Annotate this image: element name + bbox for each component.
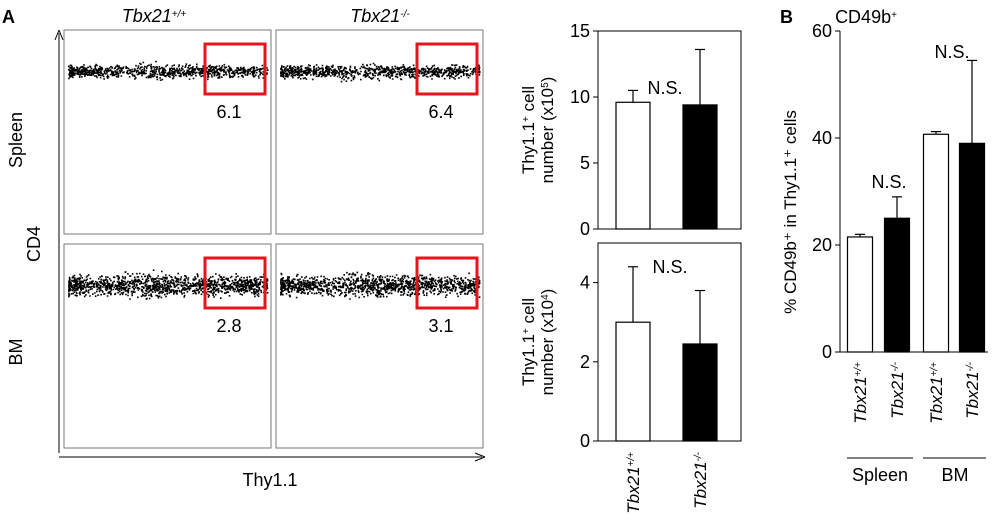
bar bbox=[958, 142, 986, 353]
bar-chart-1: 4 2 0 N.S. Thy1.1+ cell number (x104) Tbx21+/+… bbox=[519, 242, 742, 514]
flow-plot-frame bbox=[275, 243, 484, 449]
flow-plot-0-0: 6.1 bbox=[63, 29, 272, 235]
gate-value: 2.8 bbox=[216, 316, 241, 336]
panel-label-a: A bbox=[2, 7, 15, 27]
x-category-label: Tbx21-/- bbox=[691, 451, 710, 508]
y-axis-label-line: Thy1.1+ cell bbox=[519, 86, 538, 174]
ns-annotation: N.S. bbox=[934, 42, 969, 62]
flow-col-title-1: Tbx21-/- bbox=[350, 6, 410, 26]
x-category-label: Tbx21-/- bbox=[963, 361, 982, 418]
bar bbox=[883, 217, 911, 353]
gate-value: 6.4 bbox=[428, 102, 453, 122]
gate-box bbox=[203, 42, 267, 96]
bar-chart-2: 60 40 20 0 CD49b+ N.S. N.S. % CD49b⁺ in Thy1.1⁺… bbox=[781, 7, 988, 485]
y-tick-label: 2 bbox=[580, 352, 590, 372]
ns-annotation: N.S. bbox=[647, 78, 682, 98]
flow-dots bbox=[280, 271, 481, 300]
y-tick-label: 0 bbox=[822, 342, 832, 362]
y-tick-label: 40 bbox=[812, 128, 832, 148]
flow-plot-1-1: 3.1 bbox=[275, 243, 484, 449]
cd4-arrow-head bbox=[54, 29, 64, 41]
flow-plot-1-0: 2.8 bbox=[63, 243, 272, 449]
x-category-label: Tbx21-/- bbox=[888, 361, 907, 418]
flow-plot-frame bbox=[63, 29, 272, 235]
bar bbox=[615, 101, 651, 230]
row-label-spleen: Spleen bbox=[6, 112, 26, 168]
y-tick-label: 0 bbox=[580, 219, 590, 239]
y-tick-label: 15 bbox=[570, 21, 590, 41]
y-axis-label-cd4: CD4 bbox=[24, 226, 44, 262]
gate-box bbox=[415, 256, 479, 310]
y-axis-label-line: number (x104) bbox=[538, 289, 557, 396]
x-axis-label-thy11: Thy1.1 bbox=[242, 470, 297, 490]
bar bbox=[682, 343, 718, 442]
flow-plot-frame bbox=[63, 243, 272, 449]
thy-arrow-head bbox=[474, 452, 486, 462]
group-label-spleen: Spleen bbox=[852, 465, 908, 485]
plot-frame bbox=[597, 30, 742, 230]
x-category-label: Tbx21+/+ bbox=[851, 362, 870, 424]
bar-chart-0: 15 10 5 0 N.S. Thy1.1+ cell number (x105) bbox=[519, 21, 742, 239]
x-category-label: Tbx21+/+ bbox=[927, 362, 946, 424]
chart-title-cd49b: CD49b+ bbox=[835, 7, 897, 27]
flow-plot-frame bbox=[275, 29, 484, 235]
flow-panel-a: A Tbx21+/+ Tbx21-/- Thy1.1 Spleen CD4 BM 6.1 6.4… bbox=[2, 6, 486, 490]
flow-plot-0-1: 6.4 bbox=[275, 29, 484, 235]
gate-value: 3.1 bbox=[428, 316, 453, 336]
ns-annotation: N.S. bbox=[871, 172, 906, 192]
x-category-label: Tbx21+/+ bbox=[624, 452, 643, 514]
flow-dots bbox=[68, 269, 269, 300]
y-axis-label-line: Thy1.1+ cell bbox=[519, 298, 538, 386]
row-label-bm: BM bbox=[6, 339, 26, 366]
group-label-bm: BM bbox=[942, 465, 969, 485]
flow-dots bbox=[68, 60, 269, 81]
ns-annotation: N.S. bbox=[652, 257, 687, 277]
plot-frame bbox=[597, 242, 742, 442]
flow-dots bbox=[280, 62, 481, 83]
y-tick-label: 20 bbox=[812, 235, 832, 255]
bar bbox=[846, 236, 874, 353]
y-tick-label: 10 bbox=[570, 87, 590, 107]
gate-box bbox=[203, 256, 267, 310]
y-tick-label: 4 bbox=[580, 273, 590, 293]
panel-label-b: B bbox=[780, 7, 793, 27]
y-tick-label: 0 bbox=[580, 431, 590, 451]
bar bbox=[922, 133, 950, 353]
gate-box bbox=[415, 42, 479, 96]
y-axis-label-line: number (x105) bbox=[538, 77, 557, 184]
bar bbox=[682, 104, 718, 230]
y-tick-label: 60 bbox=[812, 21, 832, 41]
gate-value: 6.1 bbox=[216, 102, 241, 122]
y-axis-label-cd49b: % CD49b⁺ in Thy1.1⁺ cells bbox=[781, 110, 800, 314]
flow-col-title-0: Tbx21+/+ bbox=[122, 6, 187, 26]
y-tick-label: 5 bbox=[580, 153, 590, 173]
bar bbox=[615, 321, 651, 442]
